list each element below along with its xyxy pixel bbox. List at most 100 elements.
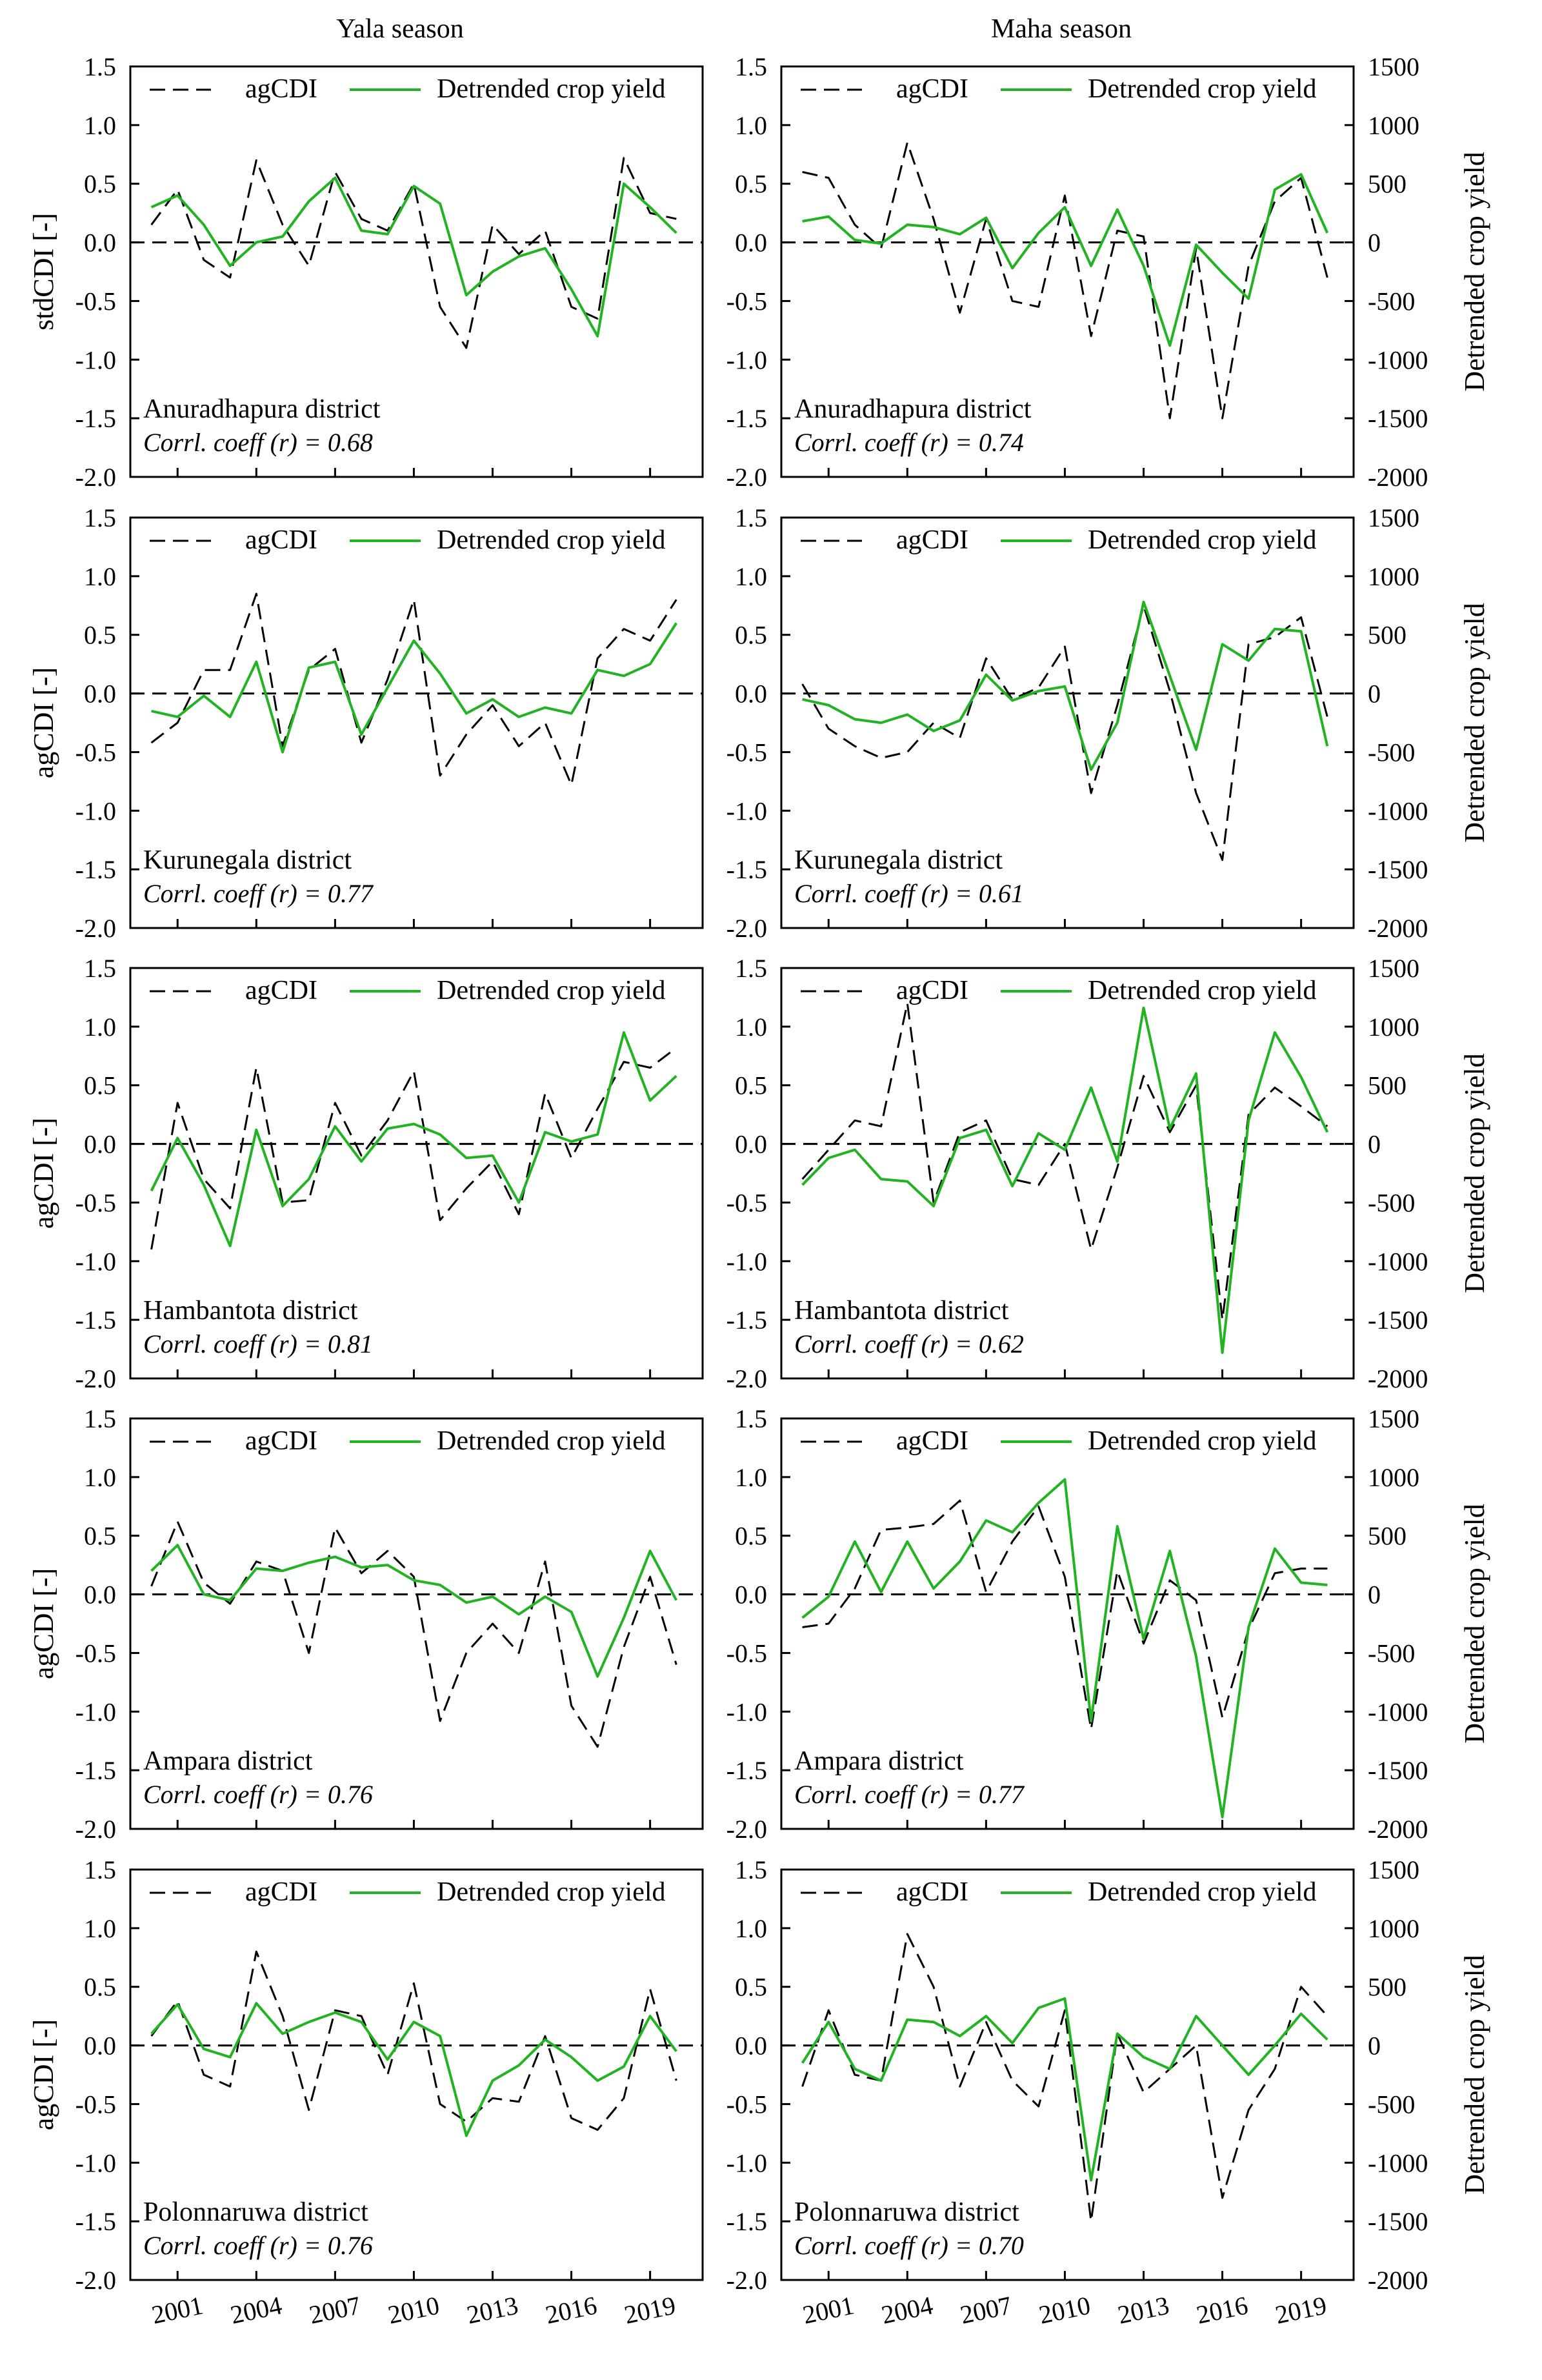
y2-tick-label: 1500 <box>1368 503 1419 532</box>
y-tick-label: 1.5 <box>84 503 116 532</box>
legend-agcdi-label: agCDI <box>245 1877 317 1907</box>
y2-tick-label: -1000 <box>1368 1247 1428 1276</box>
district-name: Anuradhapura district <box>143 394 381 424</box>
y-tick-label: -0.5 <box>75 738 116 767</box>
y-tick-label: 0.0 <box>84 1130 116 1159</box>
y2-tick-label: 0 <box>1368 228 1381 257</box>
y-axis-label: agCDI [-] <box>28 667 59 778</box>
series-agcdi <box>802 1499 1328 1730</box>
y-tick-label: -2.0 <box>75 1815 116 1844</box>
legend-agcdi-label: agCDI <box>245 74 317 104</box>
y-axis-label: stdCDI [-] <box>28 213 59 330</box>
series-detrended-crop-yield <box>802 600 1329 771</box>
legend-yield-label: Detrended crop yield <box>437 525 666 555</box>
panels-container: 1.5 1.0 0.5 0.0 -0.5 -1.0 -1.5 -2.0 stdCDI [-] ag… <box>28 52 1490 2330</box>
y-tick-label: -0.5 <box>726 2090 767 2119</box>
x-tick-label: 2007 <box>306 2290 363 2330</box>
plot-frame <box>780 1868 1355 2281</box>
y2-axis-label: Detrended crop yield <box>1459 1955 1490 2194</box>
y-tick-label: -1.5 <box>75 404 116 433</box>
panel-7: 1.5 1.0 0.5 0.0 -0.5 -1.0 -1.5 -2.0 agCDI [-] agC… <box>28 1404 704 1844</box>
y-tick-label: 0.0 <box>735 680 767 709</box>
y-tick-label: -1.5 <box>75 2207 116 2236</box>
y-tick-label: 0.5 <box>84 621 116 650</box>
y-tick-label: 1.5 <box>735 954 767 983</box>
y-tick-label: 1.5 <box>84 954 116 983</box>
y-tick-label: -1.0 <box>726 796 767 825</box>
y-tick-label: 0.5 <box>735 170 767 199</box>
plot-frame <box>780 1417 1355 1830</box>
y2-tick-label: 1000 <box>1368 1463 1419 1492</box>
y-tick-label: 0.0 <box>735 1580 767 1609</box>
district-name: Kurunegala district <box>143 845 352 875</box>
panel-9: 1.5 1.0 0.5 0.0 -0.5 -1.0 -1.5 -2.0 2001 2004 2007… <box>28 1855 704 2330</box>
x-tick-label: 2019 <box>1273 2290 1330 2330</box>
y2-tick-label: 0 <box>1368 1130 1381 1159</box>
y2-tick-label: -1000 <box>1368 2148 1428 2177</box>
y-tick-label: -1.5 <box>75 1306 116 1335</box>
series-detrended-crop-yield <box>150 1544 678 1678</box>
y-tick-label: -2.0 <box>726 2266 767 2295</box>
y-tick-label: -0.5 <box>726 1639 767 1668</box>
correlation-coefficient: Corrl. coeff (r) = 0.77 <box>143 879 374 908</box>
y-tick-label: 0.5 <box>735 1973 767 2002</box>
legend-agcdi-label: agCDI <box>896 1426 968 1456</box>
y-tick-label: -2.0 <box>726 463 767 492</box>
legend-agcdi-label: agCDI <box>896 525 968 555</box>
y-tick-label: 0.5 <box>84 1522 116 1551</box>
y2-tick-label: 500 <box>1368 170 1407 199</box>
x-tick-label: 2016 <box>543 2290 599 2330</box>
panel-3: 1.5 1.0 0.5 0.0 -0.5 -1.0 -1.5 -2.0 agCDI [-] agC… <box>28 503 704 943</box>
legend-yield-label: Detrended crop yield <box>437 976 666 1005</box>
y2-tick-label: -2000 <box>1368 463 1428 492</box>
legend-yield-label: Detrended crop yield <box>1088 976 1317 1005</box>
y-tick-label: -0.5 <box>75 287 116 316</box>
y2-tick-label: -500 <box>1368 1639 1415 1668</box>
y2-tick-label: -500 <box>1368 2090 1415 2119</box>
y-tick-label: -1.0 <box>726 1697 767 1726</box>
y-tick-label: -1.5 <box>726 1756 767 1785</box>
y-tick-label: -1.0 <box>75 2148 116 2177</box>
series-detrended-crop-yield <box>150 176 677 338</box>
y2-axis-label: Detrended crop yield <box>1459 1053 1490 1293</box>
correlation-coefficient: Corrl. coeff (r) = 0.74 <box>794 428 1024 457</box>
season-title-yala: Yala season <box>336 14 464 44</box>
y2-tick-label: -1500 <box>1368 1306 1428 1335</box>
y-tick-label: 0.5 <box>735 1071 767 1100</box>
y-tick-label: -2.0 <box>75 463 116 492</box>
y-tick-label: 1.5 <box>735 1404 767 1433</box>
y2-tick-label: -1000 <box>1368 796 1428 825</box>
y2-tick-label: -500 <box>1368 287 1415 316</box>
y-tick-label: -2.0 <box>75 2266 116 2295</box>
y-tick-label: 1.0 <box>84 1463 116 1492</box>
series-agcdi <box>802 141 1328 419</box>
y2-tick-label: 1000 <box>1368 1013 1419 1042</box>
y-tick-label: -1.5 <box>75 1756 116 1785</box>
y-tick-label: 1.5 <box>84 1855 116 1884</box>
y-tick-label: 0.0 <box>84 680 116 709</box>
y-tick-label: -2.0 <box>726 1364 767 1393</box>
x-tick-label: 2019 <box>622 2290 679 2330</box>
legend-yield-label: Detrended crop yield <box>1088 74 1317 104</box>
y2-tick-label: -1500 <box>1368 404 1428 433</box>
correlation-coefficient: Corrl. coeff (r) = 0.62 <box>794 1329 1024 1358</box>
plot-frame <box>780 516 1355 929</box>
y2-tick-label: 0 <box>1368 1580 1381 1609</box>
y-tick-label: 1.5 <box>84 1404 116 1433</box>
y-tick-label: -1.5 <box>726 404 767 433</box>
y-tick-label: -0.5 <box>726 287 767 316</box>
panel-5: 1.5 1.0 0.5 0.0 -0.5 -1.0 -1.5 -2.0 agCDI [-] agC… <box>28 954 704 1393</box>
y-tick-label: -1.5 <box>75 855 116 884</box>
legend-yield-label: Detrended crop yield <box>1088 1877 1317 1907</box>
y-tick-label: 0.5 <box>735 1522 767 1551</box>
series-detrended-crop-yield <box>150 1031 677 1247</box>
plot-frame <box>129 1417 704 1830</box>
y-tick-label: 1.0 <box>735 1013 767 1042</box>
y-tick-label: -0.5 <box>726 738 767 767</box>
y2-axis-label: Detrended crop yield <box>1459 603 1490 842</box>
series-agcdi <box>150 1950 677 2131</box>
y-tick-label: -0.5 <box>75 1639 116 1668</box>
y-tick-label: -1.0 <box>726 2148 767 2177</box>
correlation-coefficient: Corrl. coeff (r) = 0.77 <box>794 1780 1025 1809</box>
